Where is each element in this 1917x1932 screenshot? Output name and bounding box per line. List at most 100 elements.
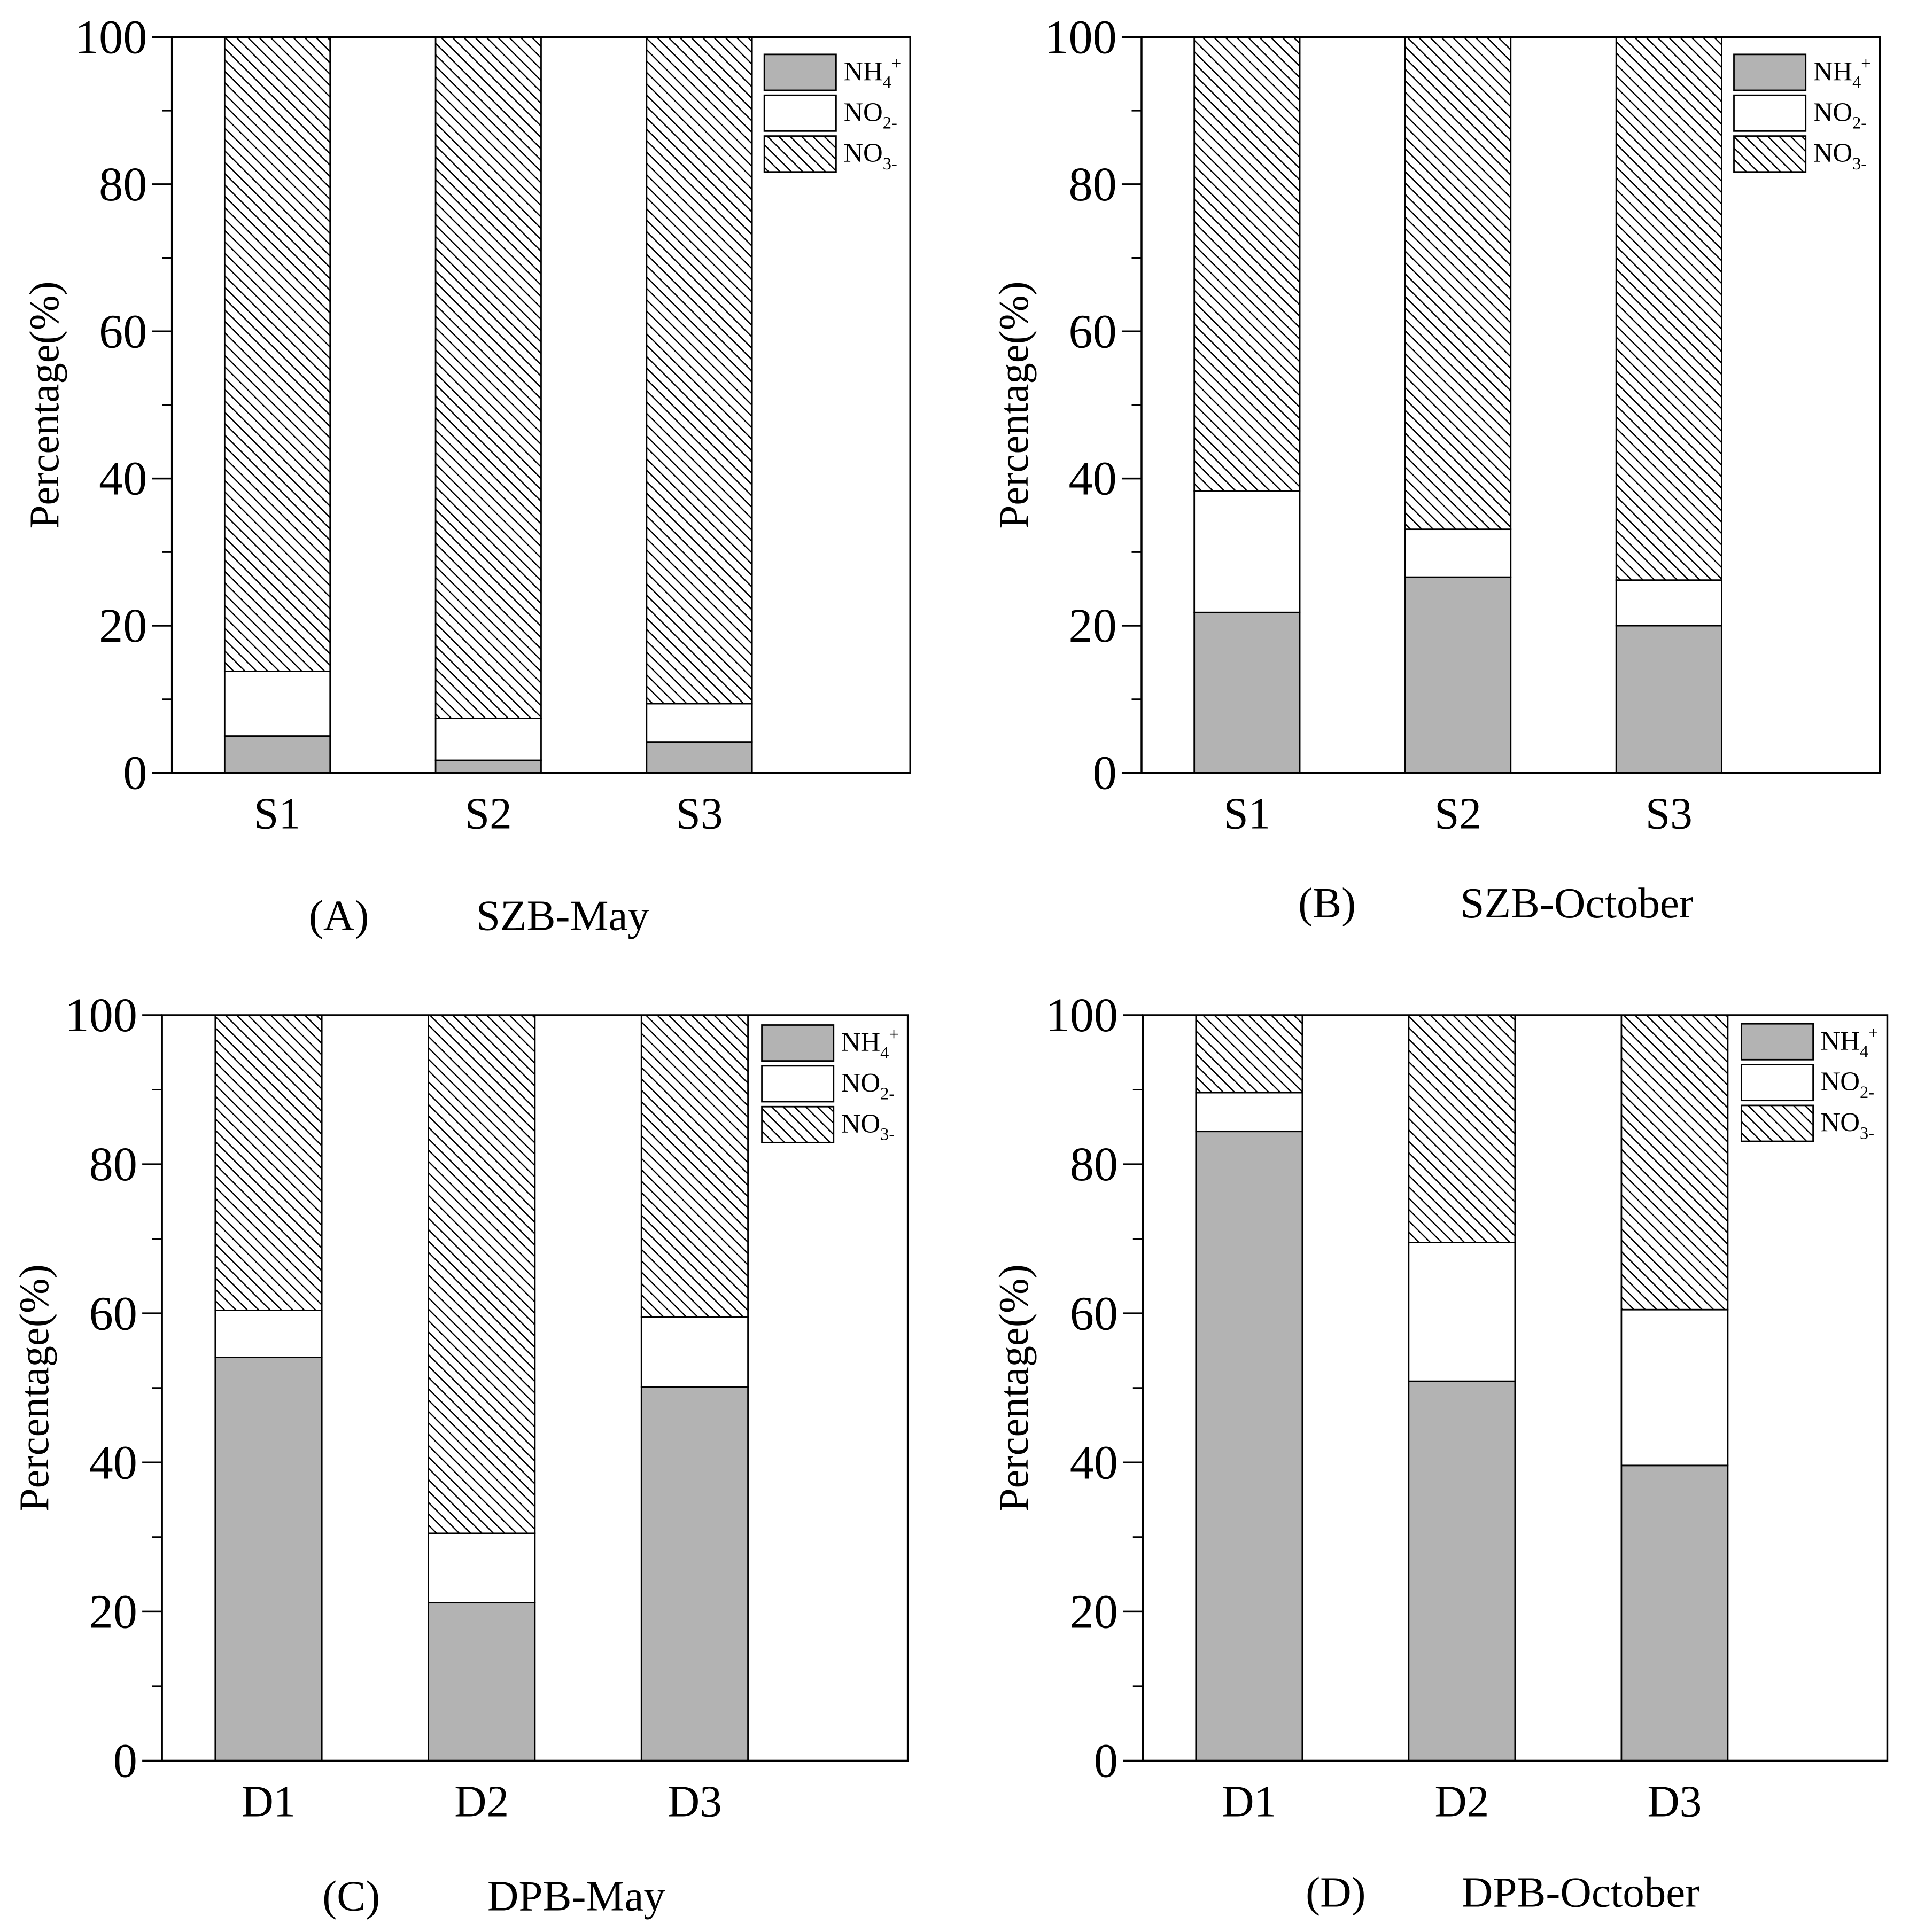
bar-group (223, 36, 753, 774)
y-tick-label: 40 (99, 452, 147, 505)
legend-label-main: NO (843, 98, 883, 128)
y-tick-label: 40 (1070, 1436, 1118, 1489)
y-tick-label: 20 (1068, 599, 1116, 652)
legend-label-main: NH (841, 1027, 881, 1057)
y-tick-label: 0 (123, 746, 147, 799)
bar-group (214, 1014, 749, 1762)
x-tick-label: D2 (1434, 1778, 1489, 1827)
legend-label-main: NO (841, 1068, 881, 1098)
legend-label-no2: NO2- (1820, 1067, 1874, 1102)
legend-label-sup: + (891, 54, 901, 74)
bar-nh4-d1 (214, 1357, 323, 1762)
legend-label-nh4: NH4+ (1820, 1024, 1878, 1062)
legend-label-sub: 3- (1852, 154, 1867, 174)
bar-nh4-s3 (1615, 625, 1722, 774)
legend-swatch-nh4 (1740, 1023, 1814, 1061)
bar-no2-d2 (1408, 1242, 1516, 1382)
legend-swatch-no3 (1733, 135, 1807, 173)
legend-label-sub: 3- (883, 154, 897, 174)
legend-label-main: NH (1813, 57, 1853, 87)
y-tick-label: 80 (89, 1138, 137, 1191)
legend-label-main: NH (843, 57, 883, 87)
legend: NH4+NO2-NO3- (761, 1024, 899, 1144)
bar-no3-d3 (1620, 1014, 1729, 1311)
y-tick-label: 20 (99, 599, 147, 652)
y-tick-label: 100 (65, 988, 137, 1042)
legend-label-nh4: NH4+ (841, 1025, 899, 1063)
legend-label-sub: 4 (880, 1043, 889, 1063)
legend: NH4+NO2-NO3- (1733, 53, 1871, 174)
bar-no3-d2 (1408, 1014, 1516, 1243)
legend-label-main: NO (1813, 138, 1853, 168)
bar-nh4-d3 (640, 1386, 749, 1762)
y-tick-label: 60 (99, 305, 147, 358)
legend-label-sub: 3- (1860, 1124, 1874, 1143)
panel-title: SZB-October (1460, 879, 1693, 927)
legend-label-sup: + (889, 1025, 898, 1044)
bar-no3-s1 (223, 36, 331, 672)
legend-swatch-no3 (1740, 1104, 1814, 1142)
x-tick-label: D2 (454, 1778, 509, 1827)
x-tick-label: S1 (1223, 790, 1270, 839)
panel-label: (B) (1298, 879, 1356, 927)
legend-swatch-nh4 (761, 1024, 835, 1062)
bar-group (1195, 1014, 1729, 1762)
legend: NH4+ NO2- NO3- (1740, 1023, 1878, 1143)
legend-label-sub: 3- (880, 1125, 895, 1144)
bar-group (1193, 36, 1722, 774)
bar-no3-s3 (1615, 36, 1722, 581)
y-axis-label: Percentage(%) (991, 1264, 1037, 1512)
y-axis-label: Percentage(%) (21, 281, 68, 528)
legend-swatch-nh4 (1733, 53, 1807, 91)
y-tick-label: 80 (1068, 158, 1116, 211)
legend: NH4+NO2-NO3- (763, 53, 901, 174)
bar-nh4-s1 (1193, 611, 1301, 774)
legend-label-main: NO (1813, 98, 1853, 128)
y-tick-label: 0 (1093, 746, 1117, 799)
bar-no2-s2 (1404, 528, 1512, 578)
legend-swatch-no3 (763, 135, 837, 173)
bar-no2-s1 (223, 671, 331, 737)
y-tick-label: 60 (1068, 305, 1116, 358)
legend-label-main: NO (841, 1109, 881, 1139)
legend-label-sup: + (1868, 1024, 1878, 1043)
bar-nh4-d1 (1195, 1131, 1303, 1762)
panel-label: (D) (1306, 1868, 1365, 1917)
legend-swatch-no2 (761, 1065, 835, 1103)
bar-nh4-s2 (1404, 576, 1512, 774)
legend-label-sub: 2- (883, 114, 897, 133)
legend-label-sub: 2- (1852, 114, 1867, 133)
legend-label-main: NH (1820, 1026, 1860, 1056)
x-tick-label: S3 (676, 790, 723, 839)
panel-label: (C) (322, 1872, 380, 1920)
bar-nh4-d2 (1408, 1380, 1516, 1762)
legend-label-main: NO (843, 138, 883, 168)
bar-no2-d1 (214, 1310, 323, 1358)
bar-no3-s3 (646, 36, 753, 705)
panel-c: D1 D2 D3020406080100Percentage(%)NH4+NO2-N… (11, 988, 909, 1920)
panel-d: D1 D2 D3020406080100Percentage(%)NH4+NO2-N… (991, 988, 1889, 1917)
legend-label-nh4: NH4+ (1813, 54, 1871, 92)
y-tick-label: 40 (89, 1436, 137, 1489)
legend-label-no2: NO2- (843, 98, 897, 133)
y-tick-label: 100 (1044, 11, 1116, 64)
bar-no3-d1 (1195, 1014, 1303, 1094)
legend-label-no2: NO2- (841, 1068, 895, 1103)
plot-frame (1142, 1014, 1889, 1762)
legend-label-main: NO (1820, 1108, 1860, 1138)
panel-b: S1 S2 S3020406080100Percentage(%)NH4+NO2-N… (991, 11, 1881, 927)
x-tick-label: D3 (1648, 1778, 1702, 1827)
y-tick-label: 100 (1046, 988, 1118, 1042)
bar-nh4-d3 (1620, 1464, 1729, 1762)
bar-no2-s2 (434, 718, 542, 761)
bar-nh4-d2 (428, 1602, 536, 1762)
legend-label-sub: 4 (1852, 73, 1861, 92)
y-tick-label: 20 (1070, 1585, 1118, 1638)
bar-no2-d3 (640, 1316, 749, 1388)
bar-no3-d1 (214, 1014, 323, 1311)
legend-label-no3: NO3- (1813, 138, 1867, 174)
legend-swatch-no2 (1733, 94, 1807, 132)
legend-label-no3: NO3- (1820, 1108, 1874, 1143)
